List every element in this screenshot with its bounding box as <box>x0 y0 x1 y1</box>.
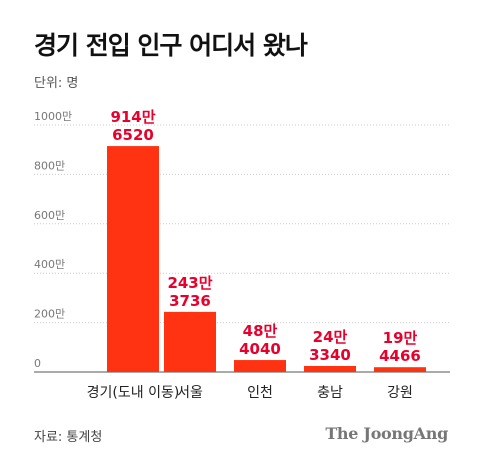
y-tick-label: 400만 <box>34 258 65 271</box>
data-label: 24만 <box>313 328 348 346</box>
x-category-label: 강원 <box>387 385 413 401</box>
data-label: 914만 <box>110 108 155 126</box>
x-category-label: 인천 <box>247 385 273 401</box>
data-label: 48만 <box>243 322 278 340</box>
y-tick-label: 200만 <box>34 308 65 321</box>
data-label: 19만 <box>383 329 418 347</box>
y-tick-label: 800만 <box>34 159 65 172</box>
y-tick-label: 600만 <box>34 209 65 222</box>
data-label: 4466 <box>379 347 421 365</box>
unit-label: 단위: 명 <box>34 76 79 91</box>
source-label: 자료: 통계청 <box>34 430 103 445</box>
y-tick-label: 0 <box>34 357 41 370</box>
bar <box>234 360 286 372</box>
data-label: 6520 <box>112 126 154 144</box>
bar <box>107 146 159 372</box>
data-label: 4040 <box>239 340 281 358</box>
y-tick-label: 1000만 <box>34 110 72 123</box>
chart-title: 경기 전입 인구 어디서 왔나 <box>34 31 308 60</box>
data-label: 3340 <box>309 346 351 364</box>
publisher-logo: The JoongAng <box>325 424 448 443</box>
bar <box>304 365 356 372</box>
x-category-label: 서울 <box>177 385 203 401</box>
x-category-label: 충남 <box>317 385 343 401</box>
x-category-label: 경기(도내 이동) <box>87 385 180 401</box>
data-label: 3736 <box>169 292 211 310</box>
bar <box>374 367 426 372</box>
data-label: 243만 <box>167 274 212 292</box>
bar <box>164 311 216 372</box>
